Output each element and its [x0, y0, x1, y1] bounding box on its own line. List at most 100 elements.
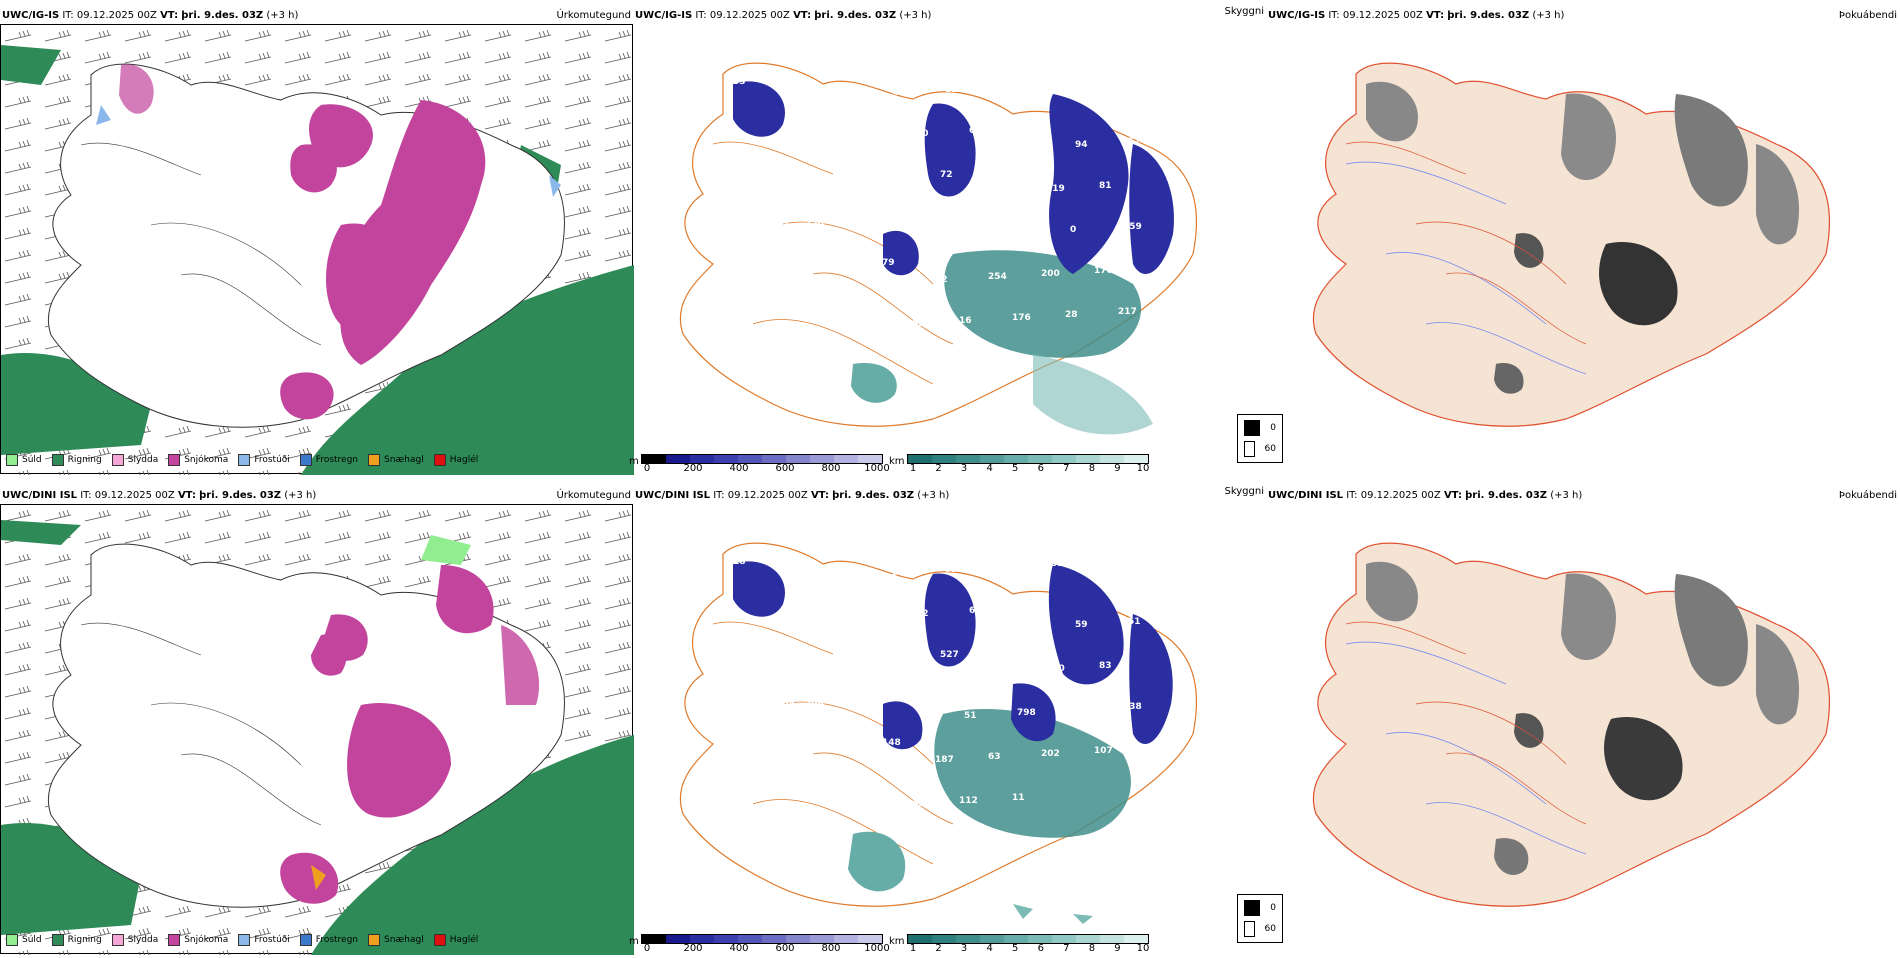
- cloud-number-label: 61: [1104, 576, 1117, 586]
- colorbar-bin: [762, 935, 786, 943]
- panel-header: UWC/IG-IS IT: 09.12.2025 00Z VT: þri. 9.…: [0, 8, 633, 24]
- cloud-number-label: 176: [800, 260, 819, 270]
- colorbar-bin: [642, 455, 666, 463]
- cloud-number-label: 58: [993, 647, 1006, 657]
- fog-legend: 0 60: [1237, 894, 1283, 943]
- fog-panel-1: UWC/IG-IS IT: 09.12.2025 00Z VT: þri. 9.…: [1237, 8, 1899, 478]
- panel-header: UWC/DINI ISL IT: 09.12.2025 00Z VT: þri.…: [1266, 488, 1899, 504]
- panel-title: Úrkomutegund: [556, 10, 631, 21]
- legend-swatch: [368, 454, 381, 466]
- cloud-number-label: 59: [839, 571, 852, 581]
- colorbar-bin: [642, 935, 666, 943]
- cloud-number-label: 99: [945, 565, 958, 575]
- legend-item: Rigning: [51, 454, 102, 466]
- colorbar-bin: [980, 935, 1004, 943]
- cloud-number-label: 200: [1041, 269, 1060, 279]
- colorbar-tick-label: 1000: [864, 943, 890, 954]
- fog-legend-row: 60: [1244, 441, 1276, 457]
- cloud-number-label: 165: [906, 799, 925, 809]
- precip-panel-1: UWC/IG-IS IT: 09.12.2025 00Z VT: þri. 9.…: [0, 8, 634, 478]
- cloud-number-layer: 18 52 59 58 99 82 55 61 90 177 56 62 64 90 59 51 34 46 70 5…: [733, 557, 1142, 809]
- colorbar-ticks: 1 2 3 4 5 6 7 8 9 10: [907, 943, 1150, 955]
- legend-swatch: [51, 934, 64, 946]
- colorbar-tick-label: 10: [1136, 463, 1150, 474]
- fog-legend-row: 60: [1244, 921, 1276, 937]
- init-time: 09.12.2025 00Z: [1360, 490, 1441, 501]
- cloud-number-label: 90: [757, 618, 770, 628]
- colorbar-bin: [1100, 455, 1124, 463]
- fog-panel-2: UWC/DINI ISL IT: 09.12.2025 00Z VT: þri.…: [1237, 488, 1899, 958]
- colorbar-tick-label: 9: [1114, 943, 1121, 954]
- precip-legend: Súld Rigning Slydda Snjókoma Frostúði Fr…: [6, 452, 478, 468]
- cloud-number-label: 86: [839, 91, 852, 101]
- colorbar-bin: [1052, 935, 1076, 943]
- cloud-number-label: 81: [1099, 181, 1112, 191]
- colorbar-bin: [738, 455, 762, 463]
- colorbar-unit: m: [629, 456, 639, 467]
- cloud-number-label: 159: [747, 743, 766, 753]
- valid-time: þri. 9.des. 03Z: [1465, 490, 1548, 501]
- panel-header: UWC/DINI ISL IT: 09.12.2025 00Z VT: þri.…: [0, 488, 633, 504]
- legend-swatch: [51, 454, 64, 466]
- cloud-number-label: 51: [1128, 617, 1141, 627]
- cloud-number-label: 11: [858, 217, 871, 227]
- colorbar-tick-label: 1000: [864, 463, 890, 474]
- colorbar-tick-label: 3: [960, 943, 968, 954]
- cloud-number-label: 34: [781, 659, 794, 669]
- cloud-number-label: 217: [1118, 307, 1137, 317]
- cloud-number-label: 67: [752, 658, 765, 668]
- cloud-number-label: 51: [964, 711, 977, 721]
- fog-map-svg: [1312, 542, 1831, 907]
- panel-header: UWC/IG-IS IT: 09.12.2025 00Z VT: þri. 9.…: [635, 6, 1264, 21]
- cloud-number-label: 48: [781, 179, 794, 189]
- colorbar-bin: [932, 455, 956, 463]
- colorbar-tick-label: 600: [775, 463, 795, 474]
- legend-item: Frostregn: [299, 934, 358, 946]
- cloud-number-layer: 53 64 86 41 11 46 73 329 341 138 64 60 62 66 94 52 48 93 1…: [733, 77, 1142, 331]
- cloud-number-label: 138: [1123, 702, 1142, 712]
- cloud-number-label: 62: [969, 126, 982, 136]
- fog-map-svg: [1312, 62, 1831, 427]
- colorbar-tick-label: 4: [986, 943, 993, 954]
- cloud-number-label: 527: [940, 650, 959, 660]
- legend-item: Súld: [6, 454, 42, 466]
- cloud-number-label: 187: [935, 755, 954, 765]
- cloud-number-label: 341: [757, 138, 776, 148]
- panel-header: UWC/DINI ISL IT: 09.12.2025 00Z VT: þri.…: [635, 486, 1264, 501]
- colorbar-bin: [908, 935, 932, 943]
- legend-swatch: [6, 454, 18, 466]
- precip-map-svg: [1, 505, 634, 955]
- cloud-number-label: 320: [805, 220, 824, 230]
- colorbar-unit: m: [629, 936, 639, 947]
- fog-legend-row: 0: [1244, 420, 1276, 436]
- colorbar-tick-label: 8: [1088, 943, 1096, 954]
- cloud-number-label: 160: [1046, 664, 1065, 674]
- cloud-number-label: 90: [911, 214, 924, 224]
- colorbar-strip: [907, 934, 1149, 944]
- panel-title: Úrkomutegund: [556, 490, 631, 501]
- cloud-number-label: 73: [1051, 79, 1064, 89]
- cloud-number-label: 72: [940, 170, 953, 180]
- cloud-number-label: 52: [1128, 137, 1141, 147]
- colorbar-bin: [1124, 935, 1148, 943]
- colorbar-bin: [762, 455, 786, 463]
- colorbar-bin: [786, 935, 810, 943]
- colorbar-bin: [858, 935, 882, 943]
- cloud-number-label: 11: [945, 85, 958, 95]
- cloud-number-label: 41: [892, 88, 905, 98]
- cloud-panel-1: UWC/IG-IS IT: 09.12.2025 00Z VT: þri. 9.…: [629, 6, 1266, 478]
- cloud-panel-2: UWC/DINI ISL IT: 09.12.2025 00Z VT: þri.…: [629, 486, 1266, 958]
- cloud-number-label: 83: [1099, 661, 1112, 671]
- cloud-number-label: 265: [776, 699, 795, 709]
- colorbar-bin: [858, 455, 882, 463]
- colorbar-ticks: 0 200 400 600 800 1000: [641, 943, 890, 955]
- legend-item: Snæhagl: [368, 454, 424, 466]
- cloud-number-label: 176: [1012, 313, 1031, 323]
- valid-time: þri. 9.des. 03Z: [832, 490, 915, 501]
- model-name: UWC/IG-IS: [1268, 10, 1326, 21]
- colorbar-tick-label: 3: [960, 463, 968, 474]
- lead-time: (+3 h): [266, 10, 299, 21]
- cloud-number-label: 70: [887, 653, 900, 663]
- legend-item: Haglél: [433, 454, 478, 466]
- colorbar-bin: [1028, 455, 1052, 463]
